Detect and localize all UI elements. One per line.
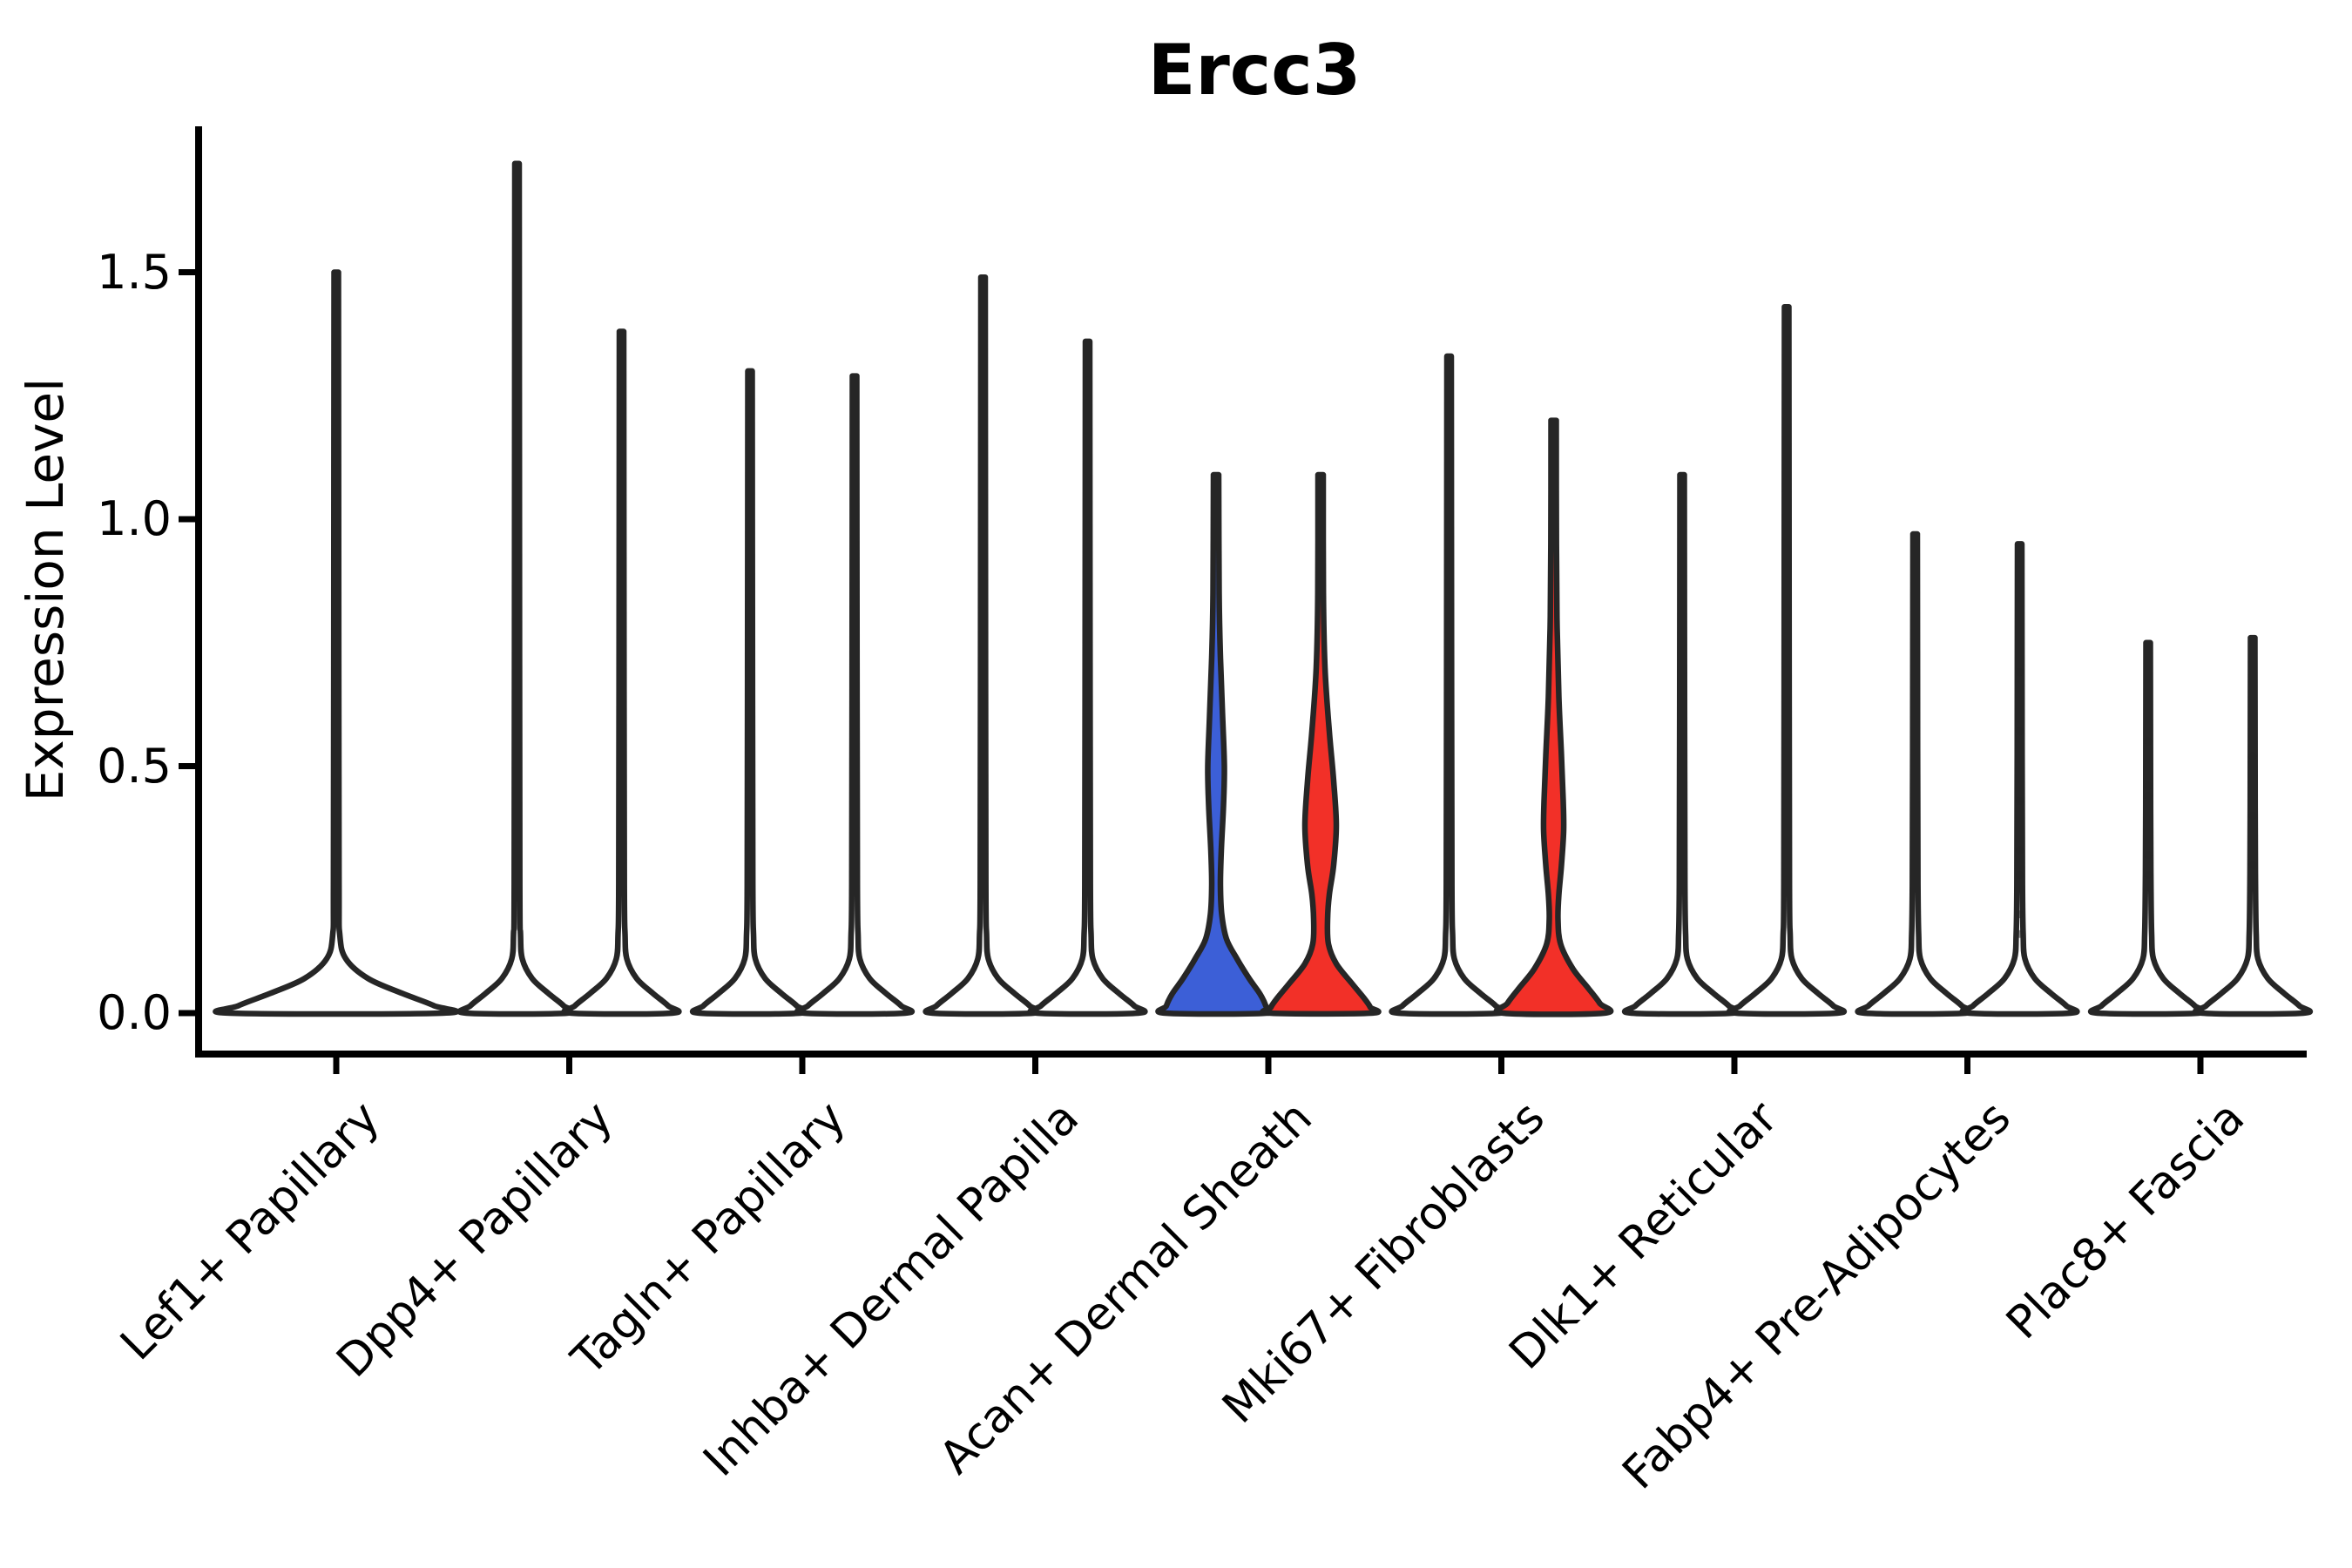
y-tick-label: 0.0 <box>97 985 172 1040</box>
expression-dot <box>2016 846 2024 855</box>
expression-dot <box>2016 929 2024 938</box>
violin-dlk1-reticular-1 <box>1622 471 1742 1017</box>
expression-dot <box>2144 781 2153 790</box>
violin-tagln-papillary-2 <box>794 373 915 1017</box>
expression-dot <box>2016 727 2024 736</box>
expression-dot <box>2144 851 2153 860</box>
violin-dpp4-papillary-1 <box>456 160 578 1017</box>
expression-dot <box>2016 796 2024 805</box>
violin-mki67-fibroblasts-1 <box>1389 353 1510 1017</box>
violin-plac8-fascia-1 <box>2088 639 2208 1017</box>
expression-dot <box>2248 752 2257 760</box>
violin-dlk1-reticular-2 <box>1727 303 1847 1017</box>
violin-tagln-papillary-1 <box>690 368 810 1017</box>
expression-dot <box>2016 910 2024 919</box>
violin-lef1-papillary-1 <box>213 269 460 1017</box>
expression-dot <box>2016 870 2024 879</box>
violin-inhba-dermal-papilla-1 <box>923 274 1044 1017</box>
violin-dpp4-papillary-2 <box>561 328 682 1017</box>
violin-plac8-fascia-2 <box>2193 634 2313 1017</box>
y-tick-label: 1.0 <box>97 491 172 546</box>
violin-mki67-fibroblasts-2 <box>1493 417 1614 1017</box>
expression-dot <box>2144 737 2153 746</box>
expression-dot <box>2144 870 2153 879</box>
expression-dot <box>2144 792 2153 801</box>
violin-fabp4-pre-adipocytes-2 <box>1959 541 2080 1017</box>
expression-dot <box>2248 861 2257 869</box>
expression-dot <box>2016 668 2024 677</box>
violin-inhba-dermal-papilla-2 <box>1027 338 1148 1017</box>
violin-acan-dermal-sheath-1 <box>1155 471 1277 1017</box>
y-tick-label: 0.5 <box>97 738 172 794</box>
violin-acan-dermal-sheath-2 <box>1260 471 1382 1017</box>
violin-fabp4-pre-adipocytes-1 <box>1855 531 1976 1017</box>
plot-title: Ercc3 <box>1147 30 1362 111</box>
expression-dot <box>2248 811 2257 820</box>
y-tick-label: 1.5 <box>97 244 172 300</box>
